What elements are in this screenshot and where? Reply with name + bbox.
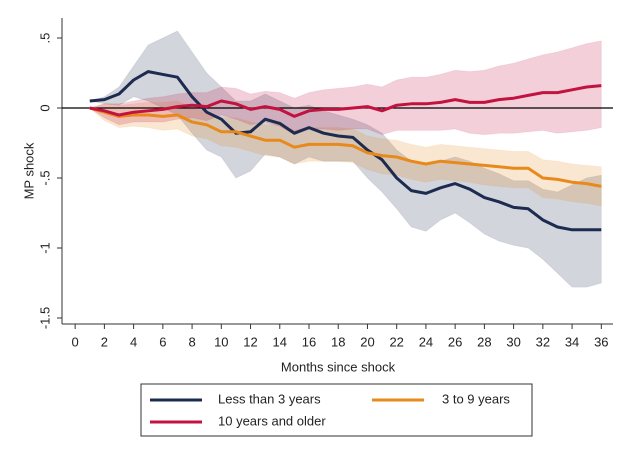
x-tick-label: 8 [188,334,195,349]
legend-label: Less than 3 years [218,391,321,406]
y-tick-label: -1 [37,242,52,254]
x-tick-label: 32 [536,334,550,349]
confidence-band [88,100,602,207]
x-tick-label: 18 [331,334,345,349]
x-tick-label: 14 [273,334,287,349]
series-line [89,106,602,188]
x-tick-label: 0 [72,334,79,349]
y-tick-label: 0 [37,104,52,111]
x-tick-label: 28 [477,334,491,349]
y-axis-title: MP shock [21,142,36,199]
legend-label: 10 years and older [218,413,326,428]
x-tick-label: 22 [389,334,403,349]
series-line [89,70,602,232]
y-tick-label: -.5 [37,170,52,185]
x-tick-label: 4 [130,334,137,349]
x-tick-label: 16 [302,334,316,349]
x-tick-label: 12 [243,334,257,349]
x-tick-label: 36 [594,334,608,349]
x-tick-label: 34 [565,334,579,349]
x-tick-label: 30 [506,334,520,349]
x-axis-title: Months since shock [281,359,396,374]
legend-box [140,383,533,437]
y-tick-label: -1.5 [37,307,52,329]
confidence-band [89,30,602,288]
series-line [89,84,602,118]
x-tick-label: 10 [214,334,228,349]
y-tick-label: .5 [37,33,52,44]
x-tick-label: 24 [419,334,433,349]
legend-label: 3 to 9 years [442,391,510,406]
x-tick-label: 26 [448,334,462,349]
x-tick-label: 20 [360,334,374,349]
x-tick-label: 2 [101,334,108,349]
x-tick-label: 6 [159,334,166,349]
